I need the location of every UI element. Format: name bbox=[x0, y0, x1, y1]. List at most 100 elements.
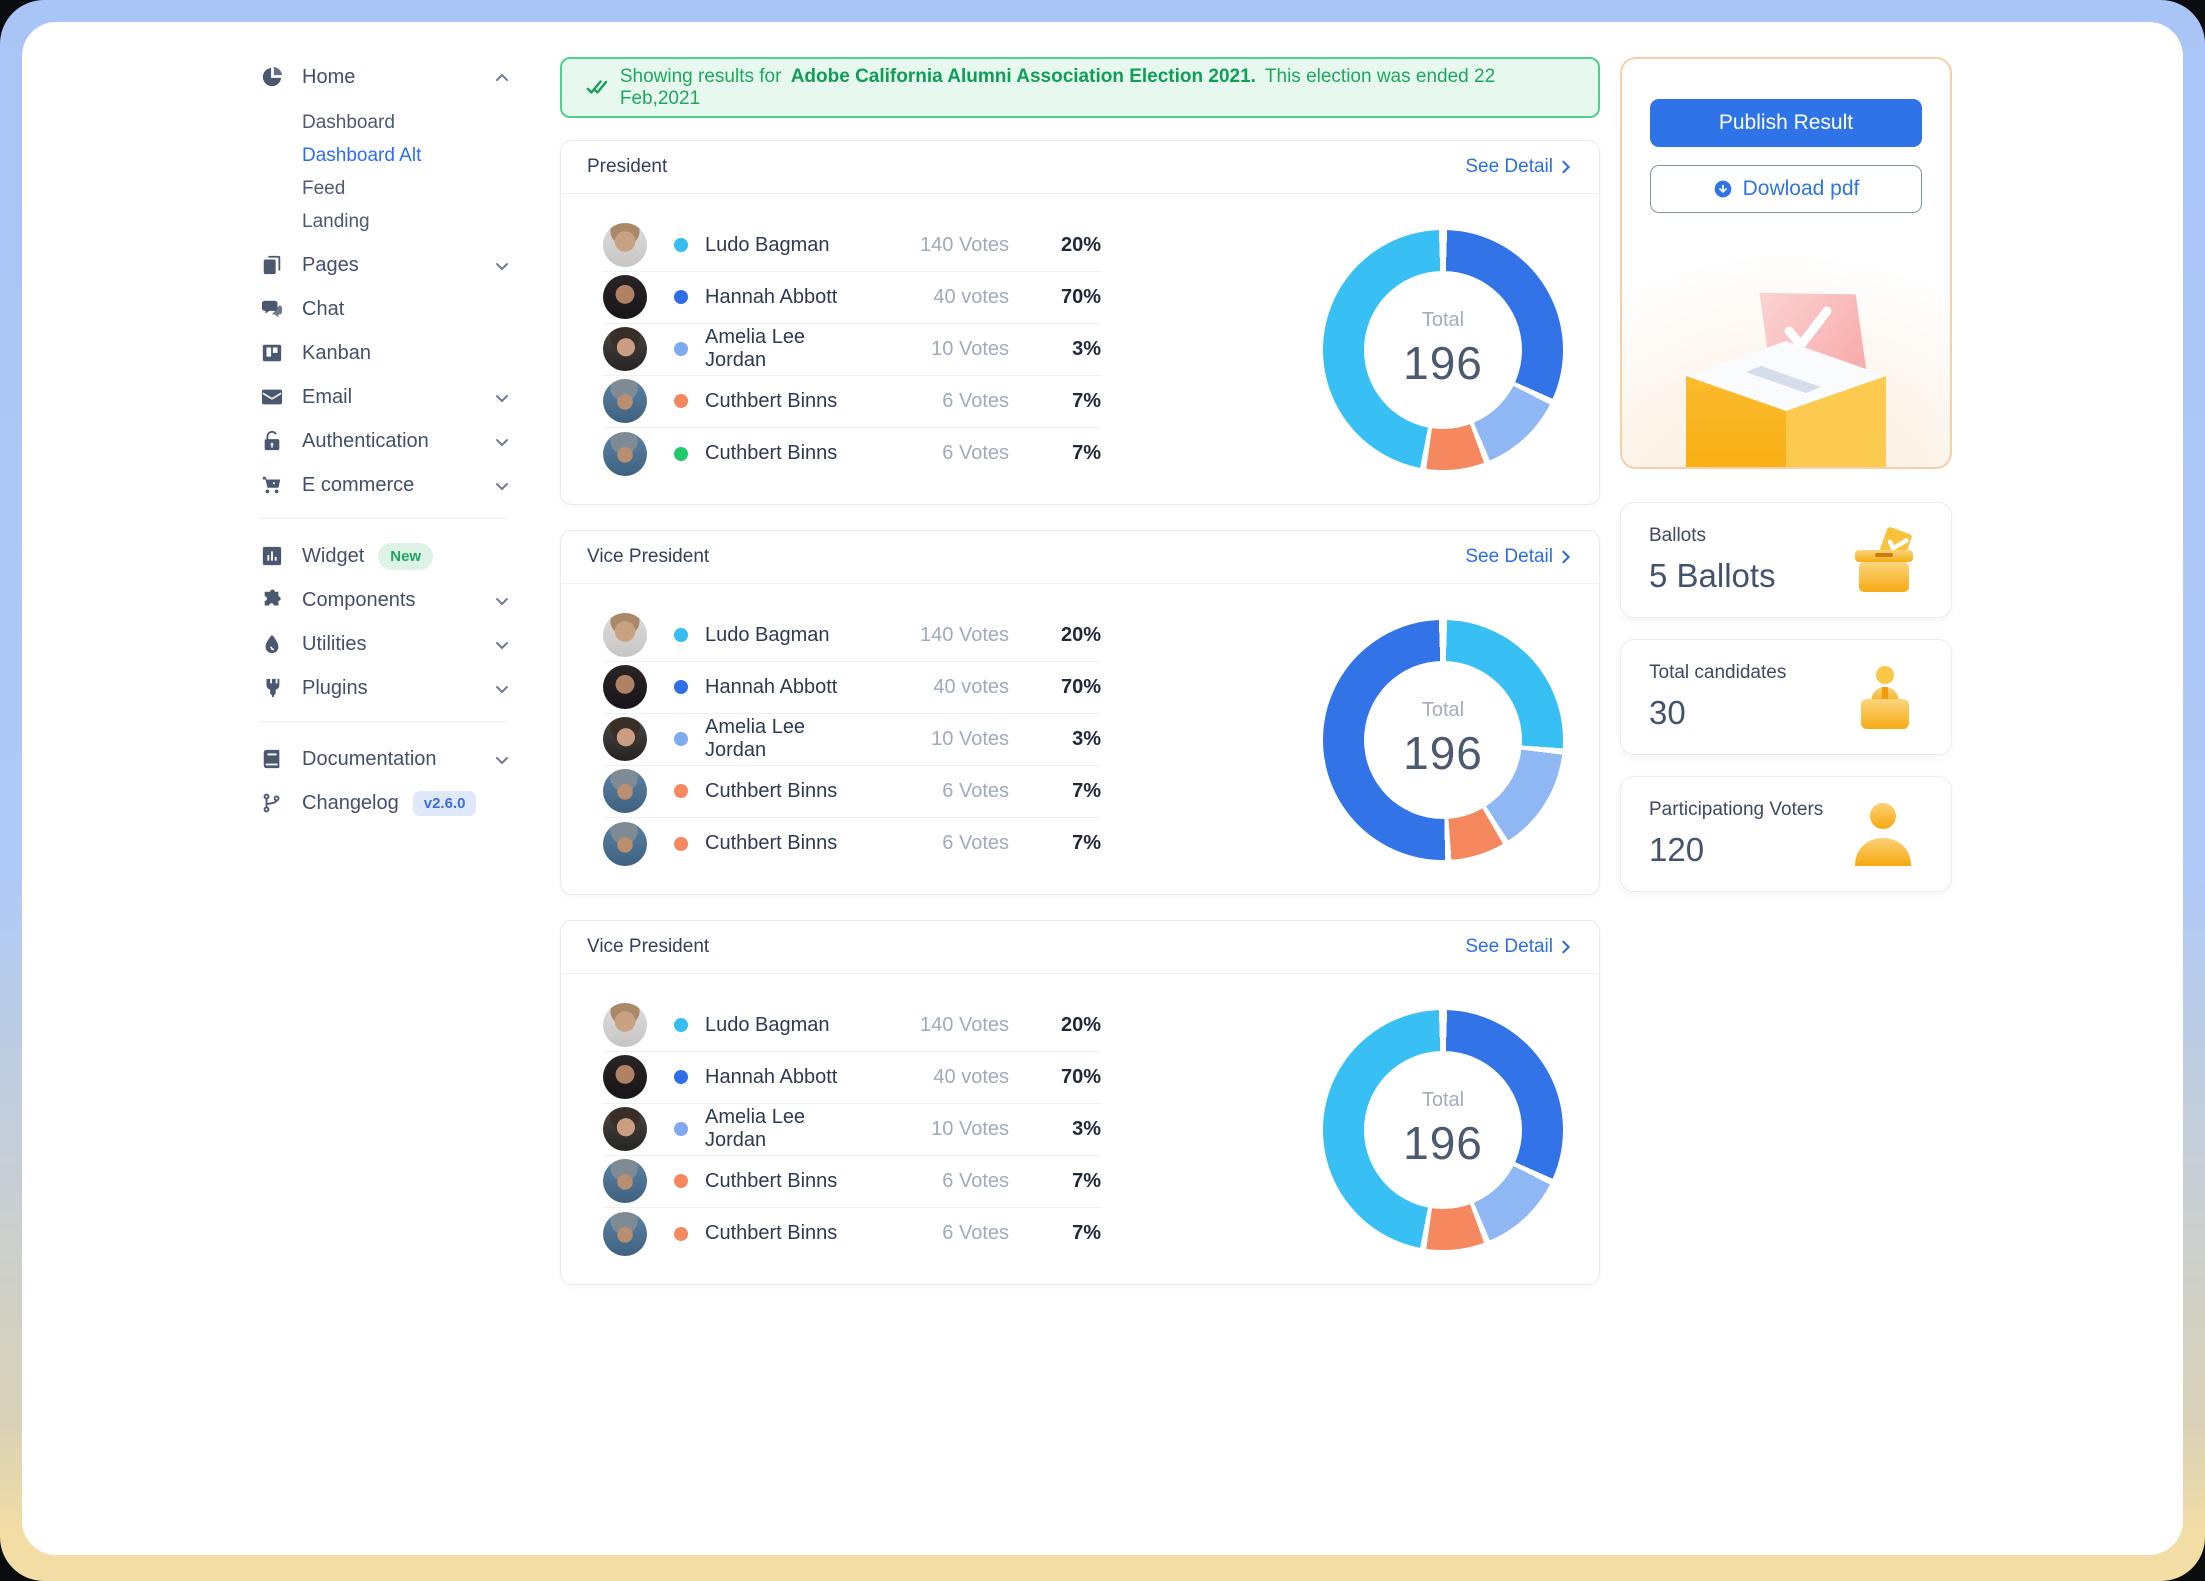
votes-donut-chart: Total 196 bbox=[1323, 229, 1563, 470]
main-content: Showing results for Adobe California Alu… bbox=[560, 57, 1600, 1310]
chevron-down-icon bbox=[494, 257, 510, 273]
position-card-vice-president-2: Vice President See Detail Ludo Bagman bbox=[560, 920, 1600, 1285]
candidate-votes: 6 Votes bbox=[942, 832, 1009, 854]
lock-icon bbox=[260, 429, 284, 453]
candidate-row: Ludo Bagman 140 Votes 20% bbox=[603, 220, 1101, 272]
candidate-votes: 10 Votes bbox=[931, 1117, 1009, 1140]
candidate-percent: 7% bbox=[1072, 1169, 1101, 1192]
candidate-votes: 40 votes bbox=[933, 1065, 1009, 1088]
candidate-name: Cuthbert Binns bbox=[705, 1169, 838, 1192]
stat-value: 120 bbox=[1649, 831, 1705, 868]
sidebar-item-email[interactable]: Email bbox=[260, 382, 510, 412]
candidate-percent: 7% bbox=[1072, 442, 1101, 464]
sidebar-home-subnav: Dashboard Dashboard Alt Feed Landing bbox=[302, 106, 510, 238]
sidebar-subitem-feed[interactable]: Feed bbox=[302, 178, 346, 199]
sidebar-subitem-landing[interactable]: Landing bbox=[302, 211, 370, 232]
candidate-row: Ludo Bagman 140 Votes 20% bbox=[603, 610, 1101, 662]
candidate-percent: 70% bbox=[1060, 285, 1101, 308]
stat-card-total-candidates: Total candidates 30 bbox=[1620, 639, 1952, 755]
alert-text: Showing results for Adobe California Alu… bbox=[619, 65, 1496, 109]
legend-dot bbox=[674, 784, 688, 798]
election-name: Adobe California Alumni Association Elec… bbox=[790, 65, 1256, 87]
donut-total-value: 196 bbox=[1403, 727, 1483, 779]
avatar bbox=[603, 665, 647, 709]
candidate-percent: 20% bbox=[1060, 1013, 1101, 1036]
legend-dot bbox=[674, 342, 688, 356]
stat-value: 30 bbox=[1649, 694, 1686, 731]
droplet-icon bbox=[260, 632, 284, 656]
candidate-row: Hannah Abbott 40 votes 70% bbox=[603, 662, 1101, 714]
candidate-percent: 20% bbox=[1060, 623, 1101, 646]
sidebar-item-pages[interactable]: Pages bbox=[260, 250, 510, 280]
sidebar-item-components[interactable]: Components bbox=[260, 585, 510, 615]
candidate-votes: 6 Votes bbox=[942, 1169, 1009, 1192]
sidebar-item-documentation[interactable]: Documentation bbox=[260, 744, 510, 774]
stat-value: 5 Ballots bbox=[1649, 557, 1776, 594]
sidebar-item-utilities[interactable]: Utilities bbox=[260, 629, 510, 659]
sidebar-divider bbox=[260, 518, 505, 519]
candidate-row: Cuthbert Binns 6 Votes 7% bbox=[603, 1208, 1101, 1260]
sidebar-item-ecommerce[interactable]: E commerce bbox=[260, 470, 510, 500]
download-pdf-button[interactable]: Dowload pdf bbox=[1650, 165, 1922, 213]
sidebar-item-chat[interactable]: Chat bbox=[260, 294, 510, 324]
card-header: Vice President See Detail bbox=[561, 921, 1599, 974]
sidebar-item-label: Kanban bbox=[302, 341, 371, 364]
position-card-president: President See Detail Ludo Bagman 1 bbox=[560, 140, 1600, 505]
candidate-name: Cuthbert Binns bbox=[705, 779, 838, 802]
chevron-down-icon bbox=[494, 680, 510, 696]
avatar bbox=[603, 1055, 647, 1099]
legend-dot bbox=[674, 1174, 688, 1188]
candidate-row: Cuthbert Binns 6 Votes 7% bbox=[603, 1156, 1101, 1208]
card-title: Vice President bbox=[587, 936, 710, 957]
publish-result-button[interactable]: Publish Result bbox=[1650, 99, 1922, 147]
candidate-percent: 70% bbox=[1060, 675, 1101, 698]
double-check-icon bbox=[586, 77, 608, 99]
avatar bbox=[603, 1003, 647, 1047]
chevron-down-icon bbox=[494, 433, 510, 449]
voter-icon bbox=[1855, 803, 1911, 866]
results-alert: Showing results for Adobe California Alu… bbox=[560, 57, 1600, 118]
sidebar-item-label: Chat bbox=[302, 297, 345, 320]
card-header: President See Detail bbox=[561, 141, 1599, 194]
stat-label: Participationg Voters bbox=[1649, 799, 1824, 820]
legend-dot bbox=[674, 446, 688, 461]
sidebar-item-label: Widget bbox=[302, 544, 365, 567]
sidebar-item-authentication[interactable]: Authentication bbox=[260, 426, 510, 456]
sidebar-subitem-dashboard[interactable]: Dashboard bbox=[302, 112, 395, 133]
candidate-name: Hannah Abbott bbox=[705, 1065, 838, 1088]
avatar bbox=[603, 431, 647, 476]
sidebar-subitem-dashboard-alt[interactable]: Dashboard Alt bbox=[302, 145, 422, 166]
donut-center: Total 196 bbox=[1364, 1050, 1522, 1209]
legend-dot bbox=[674, 394, 688, 408]
sidebar-item-label: Email bbox=[302, 385, 353, 408]
chevron-right-icon bbox=[1562, 550, 1571, 564]
app-window: Home Dashboard Dashboard Alt Feed Landin… bbox=[22, 22, 2183, 1555]
see-detail-link[interactable]: See Detail bbox=[1465, 546, 1573, 568]
candidate-votes: 140 Votes bbox=[920, 1013, 1009, 1036]
votes-donut-chart: Total 196 bbox=[1323, 619, 1563, 860]
candidate-name: Cuthbert Binns bbox=[705, 1222, 838, 1244]
donut-center: Total 196 bbox=[1364, 270, 1522, 429]
avatar bbox=[603, 613, 647, 657]
card-body: Ludo Bagman 140 Votes 20% Hannah Abbott … bbox=[561, 194, 1599, 505]
sidebar-item-plugins[interactable]: Plugins bbox=[260, 673, 510, 703]
legend-dot bbox=[674, 290, 688, 304]
see-detail-link[interactable]: See Detail bbox=[1465, 156, 1573, 178]
stat-label: Total candidates bbox=[1649, 662, 1787, 683]
candidate-row: Cuthbert Binns 6 Votes 7% bbox=[603, 766, 1101, 818]
stat-label: Ballots bbox=[1649, 525, 1707, 546]
widget-icon bbox=[260, 544, 284, 568]
candidate-votes: 6 Votes bbox=[942, 389, 1009, 412]
chat-icon bbox=[260, 297, 284, 321]
sidebar-item-widget[interactable]: Widget New bbox=[260, 541, 510, 571]
candidate-name: Amelia Lee Jordan bbox=[705, 1106, 806, 1151]
avatar bbox=[603, 223, 647, 267]
see-detail-link[interactable]: See Detail bbox=[1465, 936, 1573, 958]
chevron-right-icon bbox=[1562, 940, 1571, 954]
avatar bbox=[603, 717, 647, 761]
sidebar-item-home[interactable]: Home bbox=[260, 62, 510, 92]
sidebar-item-changelog[interactable]: Changelog v2.6.0 bbox=[260, 788, 510, 818]
chevron-down-icon bbox=[494, 592, 510, 608]
sidebar-item-kanban[interactable]: Kanban bbox=[260, 338, 510, 368]
